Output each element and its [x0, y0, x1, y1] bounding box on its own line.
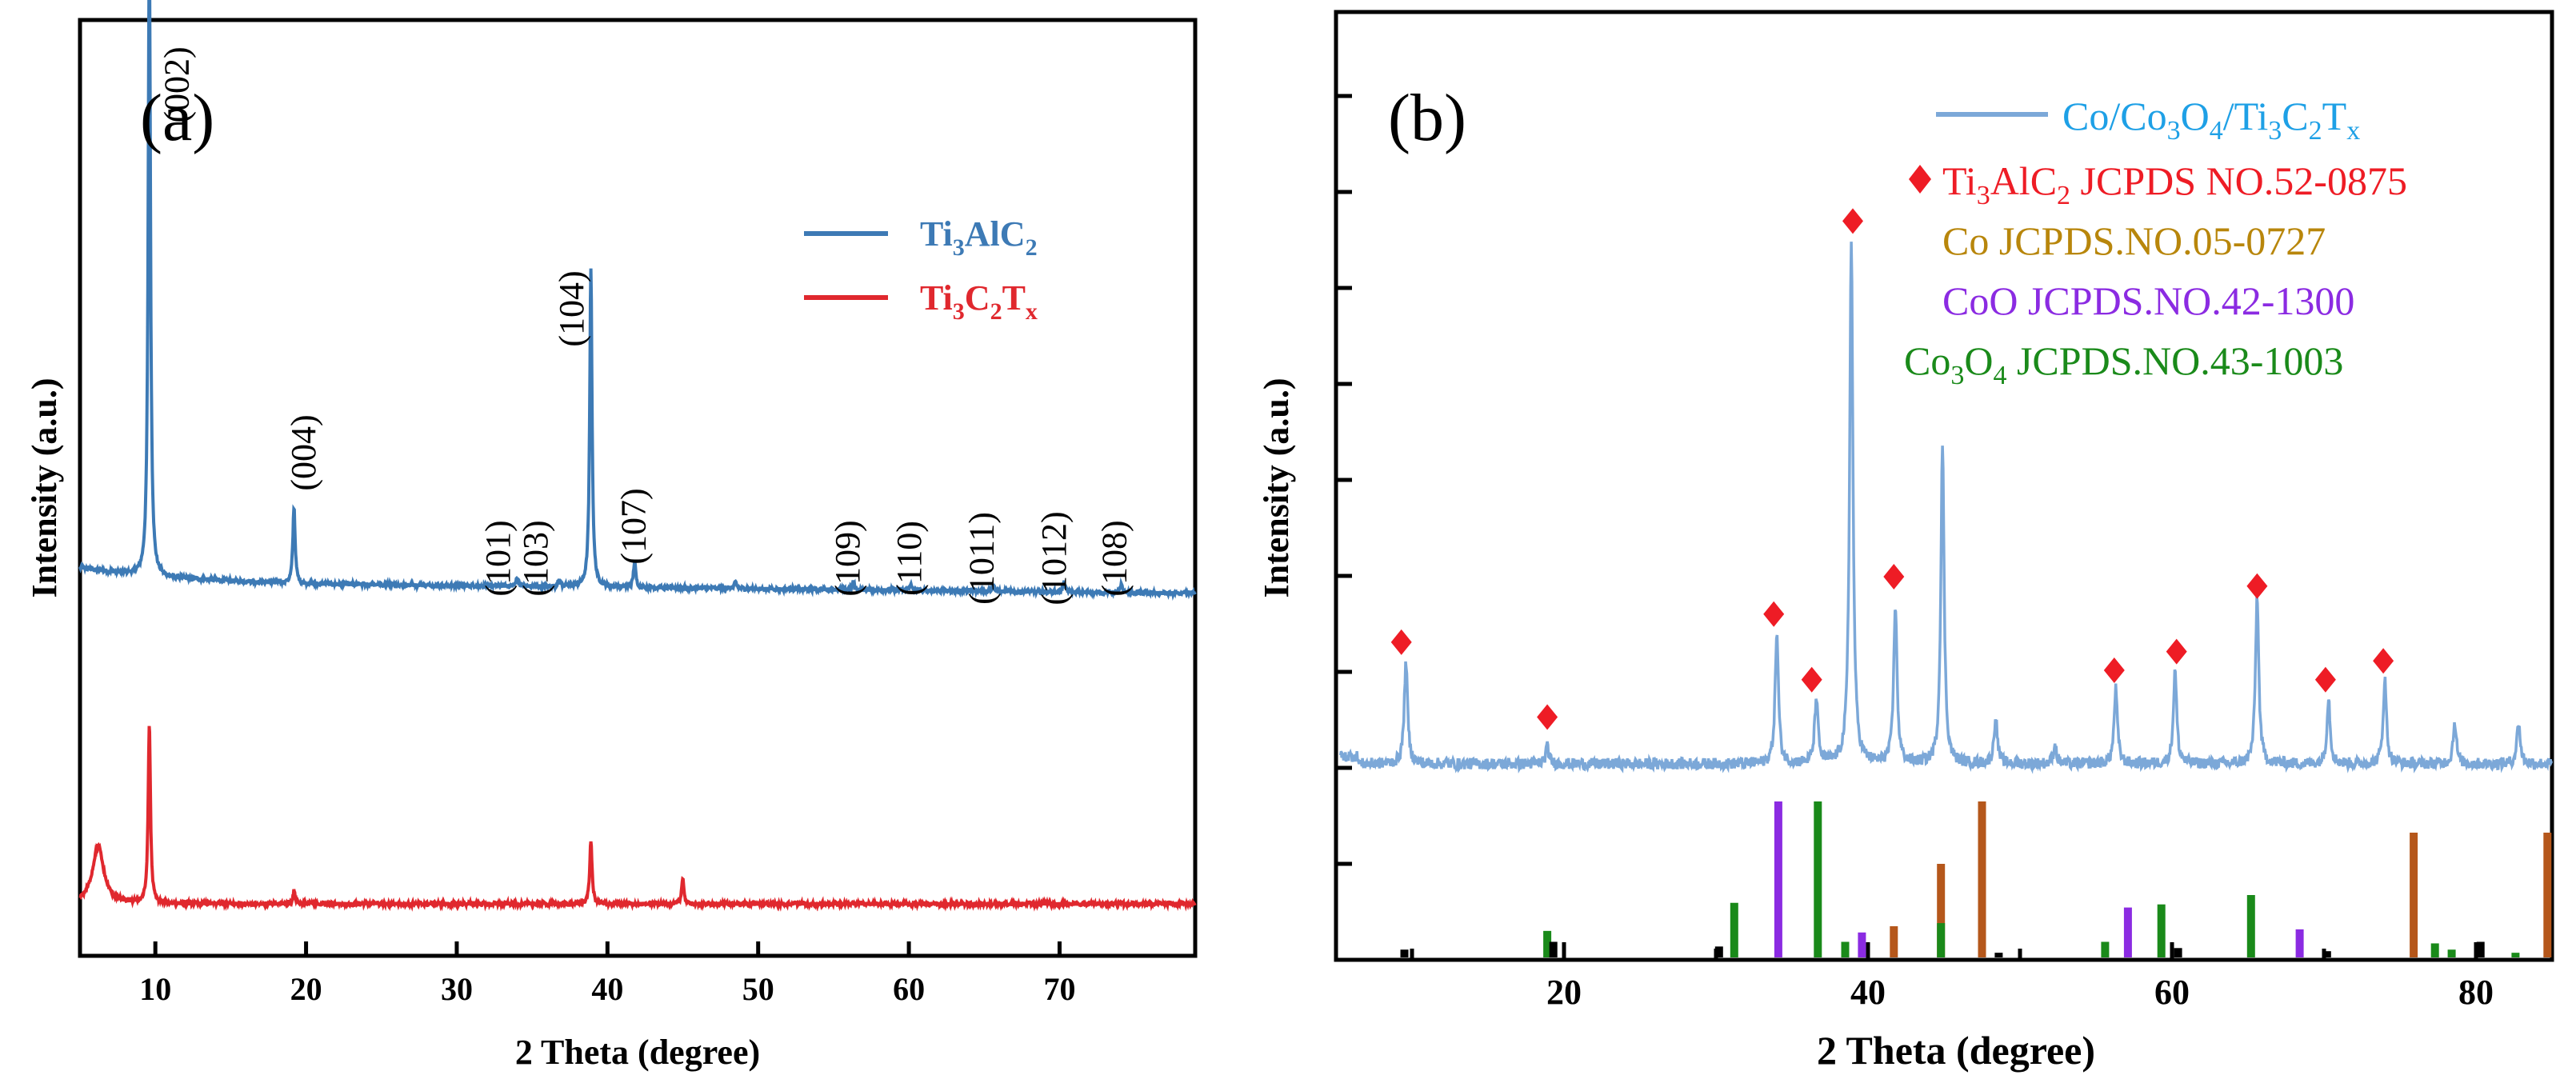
panel-b-trace	[1338, 242, 2554, 774]
ref-line-co-4	[2543, 833, 2552, 957]
panel-b-y-axis-label: Intensity (a.u.)	[1257, 378, 1296, 597]
ref-line-co3o4-0	[1543, 930, 1552, 957]
ref-line-co3o4-8	[2430, 943, 2439, 957]
panel-a-y-axis-label: Intensity (a.u.)	[25, 378, 64, 597]
x-tick-label-70: 70	[1043, 971, 1075, 1007]
x-tick-label-40: 40	[591, 971, 623, 1007]
ref-line-co3o4-4	[1937, 923, 1946, 957]
ref-line-co3o4-5	[2101, 941, 2110, 957]
panel-a-x-axis-label: 2 Theta (degree)	[515, 1033, 760, 1072]
trace-ti3alc2	[78, 0, 1197, 601]
panel-a-plot-frame	[78, 18, 1198, 958]
legend-label-co-jcpds: Co JCPDS.NO.05-0727	[1942, 218, 2326, 263]
ti3alc2-marker-1	[1537, 704, 1558, 730]
legend-label-ti3c2tx: Ti3C2Tx	[920, 278, 1038, 325]
peak-label-7: (110)	[890, 521, 929, 596]
peak-label-5: (107)	[614, 488, 653, 564]
ref-line-ti3alc2-6	[2476, 941, 2485, 957]
panel-b-y-ticks	[1336, 94, 1352, 866]
panel-a-traces	[78, 0, 1197, 912]
ref-line-coo-0	[1774, 801, 1782, 957]
panel-b-reference-lines	[1400, 801, 2552, 957]
panel-a-label: (a)	[140, 81, 214, 155]
x-tick-label-20: 20	[290, 971, 322, 1007]
x-tick-label-60: 60	[2154, 973, 2190, 1012]
panel-a-peak-annotations: (002) (004) (101)(103) (104) (107) (109) (110)…	[158, 46, 1134, 605]
legend-label-composite: Co/Co3O4/Ti3C2Tx	[2062, 94, 2360, 146]
ref-line-co-1	[1937, 864, 1946, 957]
peak-label-4: (104)	[552, 270, 591, 346]
peak-label-10: (108)	[1094, 520, 1134, 596]
panel-b-x-ticks: 20 40 60 80	[1410, 942, 2494, 1012]
panel-b: 20 40 60 80 (b) Intensity (a.u.) 2 Theta (d…	[1257, 10, 2554, 1073]
ti3alc2-marker-2	[1763, 601, 1785, 627]
ref-line-co3o4-1	[1730, 902, 1738, 957]
ref-line-co3o4-9	[2447, 949, 2456, 957]
ref-line-ti3alc2-1	[1549, 941, 1558, 957]
panel-b-phase-markers	[1390, 208, 2394, 730]
ref-line-co-3	[2410, 833, 2418, 957]
peak-label-3: (103)	[516, 520, 555, 596]
ti3alc2-marker-10	[2373, 648, 2394, 674]
ti3alc2-marker-5	[1883, 564, 1905, 589]
ref-line-coo-2	[2123, 907, 2132, 957]
legend-label-ti3alc2: Ti3AlC2	[920, 214, 1038, 261]
panel-b-plot-frame	[1334, 10, 2554, 962]
ref-line-ti3alc2-0	[1400, 949, 1409, 957]
ref-line-ti3alc2-2	[1714, 946, 1723, 957]
peak-label-8: (1011)	[962, 512, 1002, 605]
peak-label-9: (1012)	[1034, 511, 1074, 605]
peak-label-2: (101)	[478, 520, 518, 596]
trace-co-co3o4-ti3c2tx	[1338, 242, 2554, 774]
x-tick-label-60: 60	[893, 971, 925, 1007]
ref-line-co-0	[1890, 926, 1898, 957]
x-tick-label-50: 50	[742, 971, 774, 1007]
trace-ti3c2tx	[78, 725, 1197, 912]
x-tick-label-30: 30	[441, 971, 473, 1007]
legend-label-co3o4-jcpds: Co3O4 JCPDS.NO.43-1003	[1904, 338, 2343, 390]
ti3alc2-marker-3	[1801, 666, 1822, 693]
panel-b-label: (b)	[1388, 81, 1466, 155]
peak-label-1: (004)	[284, 414, 323, 490]
ti3alc2-marker-9	[2314, 666, 2336, 693]
x-tick-label-80: 80	[2458, 973, 2494, 1012]
peak-label-0: (002)	[158, 46, 197, 122]
panel-a-x-ticks: 10 20 30 40 50 60 70	[139, 941, 1075, 1007]
ref-line-coo-1	[1858, 932, 1866, 957]
ref-line-co3o4-3	[1841, 941, 1850, 957]
ref-line-co3o4-10	[2511, 953, 2520, 957]
x-tick-label-10: 10	[139, 971, 171, 1007]
ti3alc2-marker-6	[2103, 657, 2125, 683]
panel-a: 10 20 30 40 50 60 70 (002) (004) (101)(103) (104)…	[25, 0, 1198, 1072]
ref-line-co-2	[1978, 801, 1986, 957]
x-tick-label-20: 20	[1546, 973, 1582, 1012]
legend-label-coo-jcpds: CoO JCPDS.NO.42-1300	[1942, 278, 2354, 323]
ref-line-ti3alc2-5	[2322, 951, 2331, 957]
ti3alc2-marker-4	[1842, 208, 1863, 234]
ti3alc2-marker-8	[2246, 573, 2268, 599]
ref-line-co3o4-2	[1814, 801, 1822, 957]
ref-line-ti3alc2-3	[1994, 953, 2003, 957]
legend-diamond-ti3alc2	[1909, 165, 1931, 194]
ref-line-ti3alc2-4	[2174, 948, 2182, 957]
peak-label-6: (109)	[828, 520, 867, 596]
ti3alc2-marker-0	[1390, 629, 1412, 655]
ref-line-co3o4-7	[2246, 895, 2255, 957]
ti3alc2-marker-7	[2166, 638, 2187, 665]
ref-line-co3o4-6	[2157, 904, 2166, 957]
x-tick-label-40: 40	[1850, 973, 1886, 1012]
panel-b-x-axis-label: 2 Theta (degree)	[1817, 1028, 2095, 1073]
legend-label-ti3alc2-jcpds: Ti3AlC2 JCPDS NO.52-0875	[1942, 158, 2407, 210]
panel-b-legend: Co/Co3O4/Ti3C2Tx Ti3AlC2 JCPDS NO.52-087…	[1904, 94, 2407, 390]
panel-a-legend: Ti3AlC2 Ti3C2Tx	[804, 214, 1038, 325]
ref-line-coo-3	[2295, 929, 2304, 957]
